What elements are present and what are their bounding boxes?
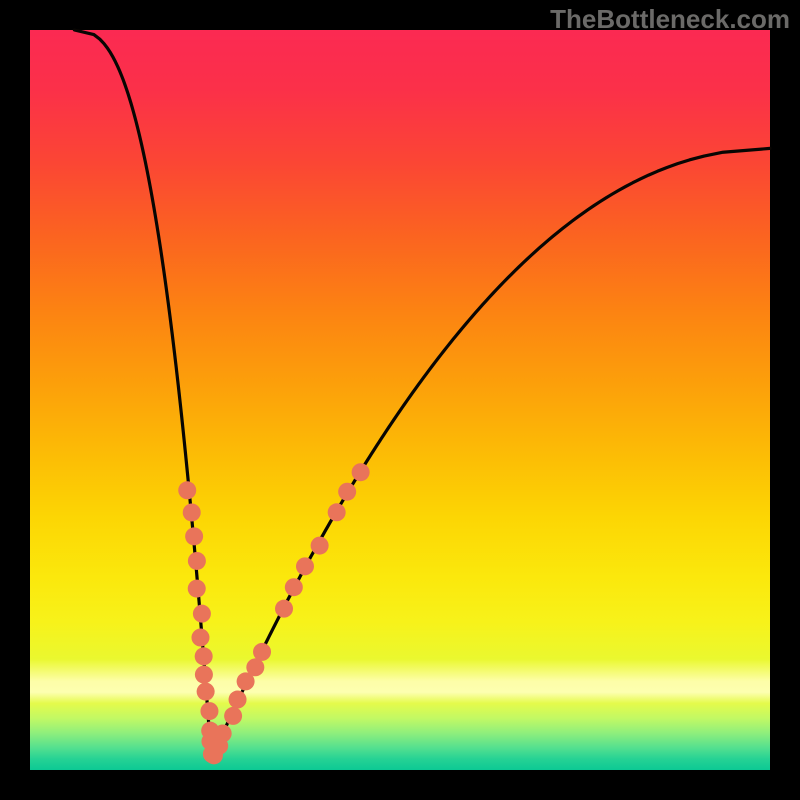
data-bead <box>275 600 293 618</box>
data-bead <box>237 672 255 690</box>
stage: TheBottleneck.com <box>0 0 800 800</box>
data-bead <box>296 557 314 575</box>
data-bead <box>311 537 329 555</box>
data-bead <box>188 580 206 598</box>
data-bead <box>183 503 201 521</box>
watermark-text: TheBottleneck.com <box>550 4 790 35</box>
beads-layer <box>30 30 770 770</box>
plot-area <box>30 30 770 770</box>
data-bead <box>178 481 196 499</box>
data-bead <box>205 746 223 764</box>
data-bead <box>338 483 356 501</box>
data-bead <box>328 503 346 521</box>
data-bead <box>197 683 215 701</box>
data-bead <box>191 629 209 647</box>
data-bead <box>253 643 271 661</box>
data-bead <box>185 527 203 545</box>
data-bead <box>352 463 370 481</box>
data-bead <box>195 647 213 665</box>
data-bead <box>200 702 218 720</box>
data-bead <box>195 666 213 684</box>
data-bead <box>285 578 303 596</box>
data-bead <box>188 552 206 570</box>
data-bead <box>229 691 247 709</box>
data-bead <box>193 605 211 623</box>
data-bead <box>224 707 242 725</box>
